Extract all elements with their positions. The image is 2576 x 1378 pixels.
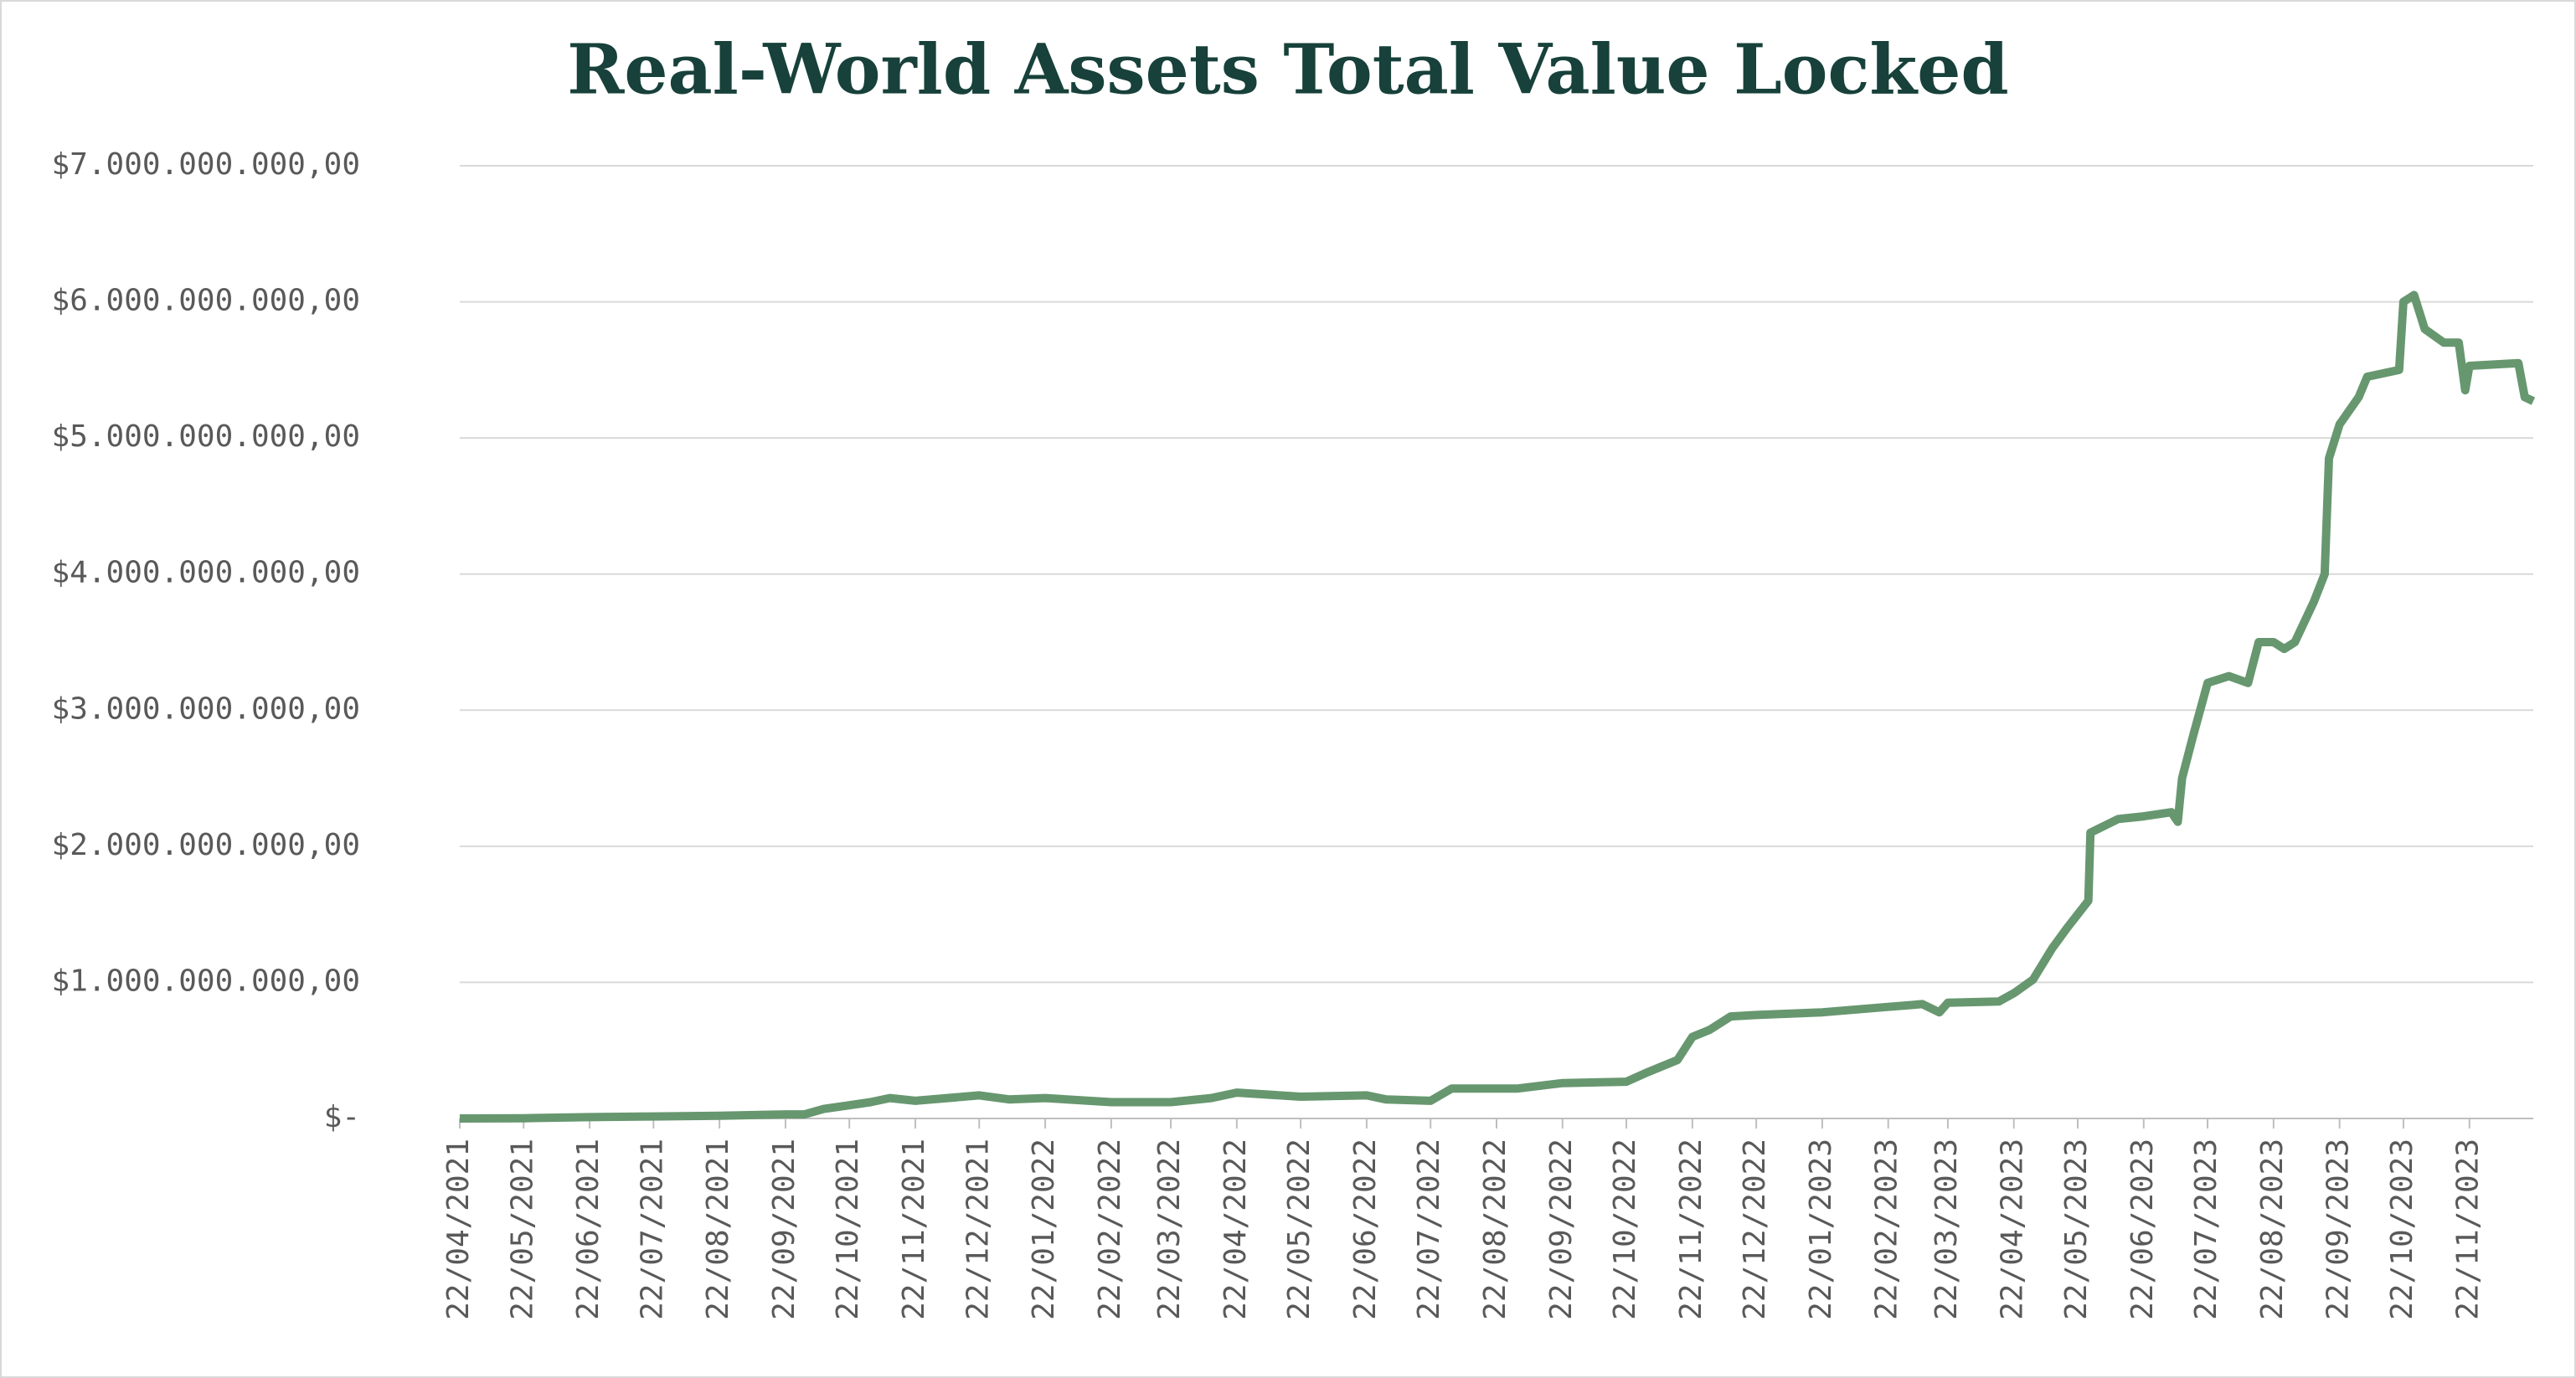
x-tick-label: 22/04/2022 xyxy=(1218,1139,1253,1320)
x-tick-label: 22/03/2023 xyxy=(1929,1139,1964,1320)
x-tick-label: 22/01/2022 xyxy=(1027,1139,1061,1320)
data-line xyxy=(459,291,2536,1123)
x-tick-label: 22/11/2021 xyxy=(897,1139,931,1320)
x-tick-label: 22/10/2022 xyxy=(1608,1139,1642,1320)
y-tick-label: $3.000.000.000,00 xyxy=(52,692,360,726)
x-tick-label: 22/02/2023 xyxy=(1870,1139,1904,1320)
x-tick-label: 22/07/2023 xyxy=(2189,1139,2223,1320)
x-tick-label: 22/05/2023 xyxy=(2059,1139,2094,1320)
chart-title: Real-World Assets Total Value Locked xyxy=(567,29,2009,110)
y-tick-label: $- xyxy=(324,1100,360,1134)
x-tick-label: 22/04/2023 xyxy=(1996,1139,2030,1320)
x-tick-label: 22/11/2023 xyxy=(2451,1139,2486,1320)
x-tick-label: 22/05/2021 xyxy=(505,1139,539,1320)
y-tick-label: $1.000.000.000,00 xyxy=(52,964,360,998)
x-tick-label: 22/09/2021 xyxy=(767,1139,801,1320)
x-tick-label: 22/07/2021 xyxy=(635,1139,669,1320)
x-tick-label: 22/12/2022 xyxy=(1738,1139,1772,1320)
x-tick-label: 22/06/2023 xyxy=(2125,1139,2160,1320)
x-tick-label: 22/07/2022 xyxy=(1412,1139,1446,1320)
y-tick-label: $6.000.000.000,00 xyxy=(52,284,360,318)
x-tick-label: 22/12/2021 xyxy=(961,1139,995,1320)
x-tick-label: 22/09/2023 xyxy=(2321,1139,2356,1320)
x-tick-label: 22/08/2022 xyxy=(1478,1139,1512,1320)
y-tick-label: $5.000.000.000,00 xyxy=(52,419,360,454)
x-tick-label: 22/11/2022 xyxy=(1674,1139,1708,1320)
y-tick-label: $2.000.000.000,00 xyxy=(52,828,360,862)
x-tick-label: 22/02/2022 xyxy=(1093,1139,1127,1320)
x-tick-label: 22/06/2022 xyxy=(1348,1139,1383,1320)
x-tick-label: 22/10/2021 xyxy=(831,1139,865,1320)
x-tick-label: 22/06/2021 xyxy=(571,1139,605,1320)
x-tick-label: 22/09/2022 xyxy=(1544,1139,1579,1320)
x-tick-label: 22/08/2023 xyxy=(2255,1139,2290,1320)
x-tick-label: 22/08/2021 xyxy=(701,1139,735,1320)
y-tick-label: $7.000.000.000,00 xyxy=(52,147,360,182)
x-tick-label: 22/03/2022 xyxy=(1152,1139,1187,1320)
y-tick-label: $4.000.000.000,00 xyxy=(52,556,360,590)
x-tick-label: 22/10/2023 xyxy=(2385,1139,2419,1320)
x-tick-label: 22/01/2023 xyxy=(1804,1139,1838,1320)
x-tick-label: 22/05/2022 xyxy=(1282,1139,1316,1320)
x-tick-label: 22/04/2021 xyxy=(441,1139,476,1320)
